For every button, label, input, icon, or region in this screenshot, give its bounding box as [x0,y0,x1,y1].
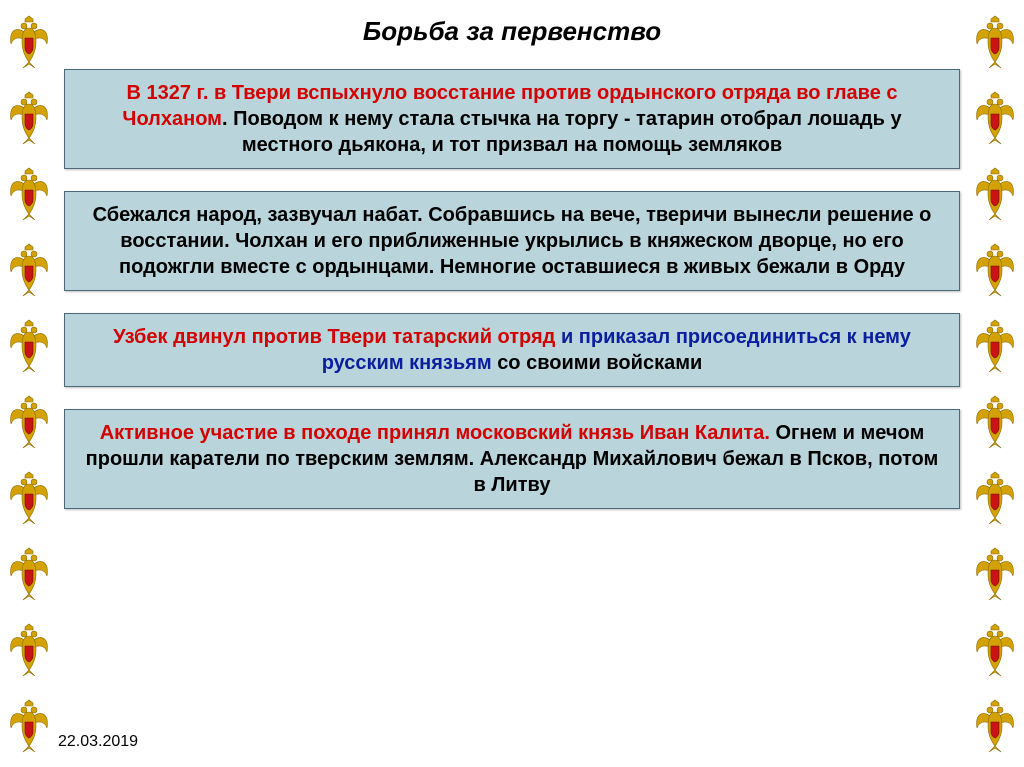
text-segment: Сбежался народ, зазвучал набат. Собравши… [93,204,932,278]
content-area: Борьба за первенство В 1327 г. в Твери в… [58,0,966,767]
coat-of-arms-icon [7,544,51,604]
info-box: Сбежался народ, зазвучал набат. Собравши… [64,191,960,291]
coat-of-arms-icon [7,316,51,376]
text-boxes-container: В 1327 г. в Твери вспыхнуло восстание пр… [64,69,960,531]
coat-of-arms-icon [7,240,51,300]
slide-title: Борьба за первенство [64,16,960,47]
coat-of-arms-icon [973,544,1017,604]
coat-of-arms-icon [973,696,1017,756]
info-box: В 1327 г. в Твери вспыхнуло восстание пр… [64,69,960,169]
emblem-column-left [0,0,58,767]
coat-of-arms-icon [7,88,51,148]
coat-of-arms-icon [973,164,1017,224]
coat-of-arms-icon [973,240,1017,300]
coat-of-arms-icon [7,164,51,224]
coat-of-arms-icon [973,12,1017,72]
slide-date: 22.03.2019 [58,733,138,751]
coat-of-arms-icon [7,696,51,756]
coat-of-arms-icon [7,620,51,680]
text-segment: . Поводом к нему стала стычка на торгу -… [222,108,902,156]
info-box: Узбек двинул против Твери татарский отря… [64,313,960,387]
coat-of-arms-icon [7,12,51,72]
coat-of-arms-icon [973,620,1017,680]
text-segment: Узбек двинул против Твери татарский отря… [113,326,561,348]
text-segment: со своими войсками [497,352,702,374]
text-segment: Активное участие в походе принял московс… [100,422,776,444]
emblem-column-right [966,0,1024,767]
info-box: Активное участие в походе принял московс… [64,409,960,509]
coat-of-arms-icon [973,88,1017,148]
coat-of-arms-icon [973,392,1017,452]
coat-of-arms-icon [973,316,1017,376]
coat-of-arms-icon [973,468,1017,528]
coat-of-arms-icon [7,392,51,452]
coat-of-arms-icon [7,468,51,528]
